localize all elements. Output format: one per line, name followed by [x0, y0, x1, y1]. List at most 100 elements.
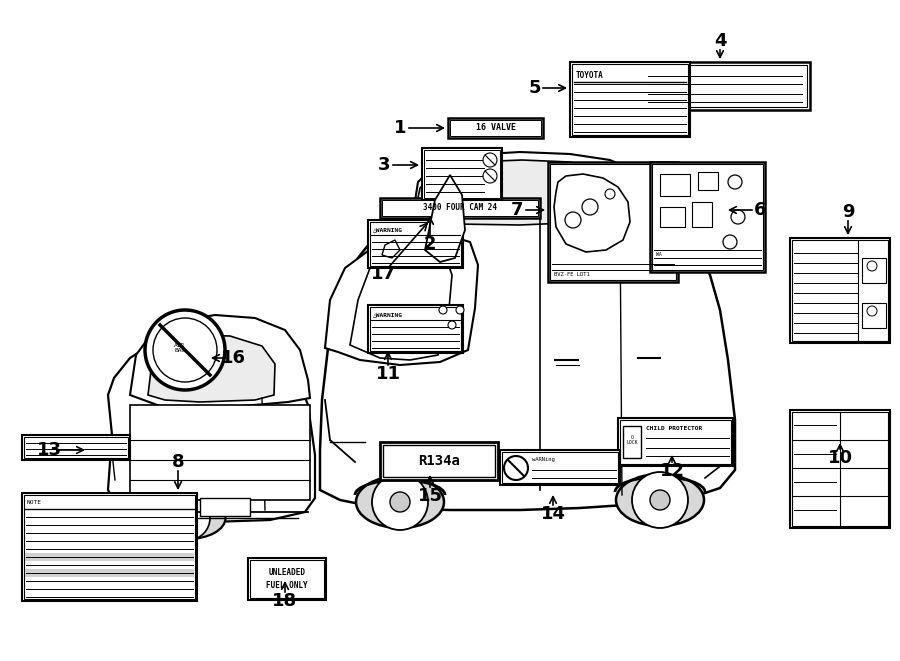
Bar — [25, 553, 194, 561]
Bar — [368, 220, 463, 268]
Text: wARNing: wARNing — [532, 457, 554, 463]
Text: 8: 8 — [172, 453, 184, 471]
Text: 15: 15 — [418, 486, 443, 504]
Bar — [370, 307, 461, 351]
Text: 9: 9 — [842, 204, 854, 221]
Bar — [698, 172, 718, 190]
Bar — [380, 198, 540, 218]
Bar — [250, 560, 324, 598]
Circle shape — [582, 199, 598, 215]
Text: 2: 2 — [424, 235, 436, 253]
Text: 13: 13 — [37, 441, 62, 459]
Bar — [650, 162, 765, 272]
Ellipse shape — [616, 474, 704, 526]
Text: 4: 4 — [714, 32, 726, 50]
Bar — [640, 62, 810, 110]
Circle shape — [153, 318, 217, 382]
Text: △WARNING: △WARNING — [373, 227, 403, 233]
Text: 14: 14 — [541, 504, 565, 523]
Circle shape — [867, 306, 877, 316]
Bar — [383, 445, 495, 477]
Text: BVZ-FE LDT1: BVZ-FE LDT1 — [554, 272, 590, 276]
Polygon shape — [108, 338, 315, 522]
Bar — [382, 200, 538, 216]
Circle shape — [390, 492, 410, 512]
Circle shape — [728, 175, 742, 189]
Bar — [24, 437, 128, 458]
Circle shape — [145, 310, 225, 390]
Circle shape — [723, 235, 737, 249]
Polygon shape — [382, 240, 400, 258]
Text: O
LOCK: O LOCK — [626, 434, 638, 446]
Circle shape — [456, 306, 464, 314]
Bar — [618, 418, 733, 466]
Text: 11: 11 — [375, 365, 401, 383]
Bar — [380, 442, 498, 480]
Text: TOYOTA: TOYOTA — [576, 71, 604, 81]
Bar — [623, 426, 641, 458]
Polygon shape — [350, 248, 452, 360]
Circle shape — [605, 189, 615, 199]
Bar — [130, 405, 310, 500]
Ellipse shape — [150, 497, 226, 539]
Polygon shape — [413, 160, 622, 225]
Text: 10: 10 — [827, 449, 852, 467]
Polygon shape — [862, 303, 886, 328]
Bar — [572, 64, 688, 135]
Bar — [660, 174, 690, 196]
Circle shape — [632, 472, 688, 528]
Bar — [790, 410, 890, 528]
Bar — [448, 118, 543, 138]
Text: 12: 12 — [660, 461, 685, 480]
Polygon shape — [412, 152, 650, 220]
Bar — [792, 412, 888, 526]
Bar — [500, 450, 620, 485]
Text: 3400 FOUR CAM 24: 3400 FOUR CAM 24 — [423, 204, 497, 212]
Polygon shape — [425, 175, 465, 262]
Circle shape — [504, 456, 528, 480]
Circle shape — [483, 169, 497, 183]
Circle shape — [565, 212, 581, 228]
Text: 3: 3 — [378, 156, 391, 174]
Text: 17: 17 — [371, 264, 396, 283]
Circle shape — [166, 496, 210, 540]
Text: NOTE: NOTE — [27, 500, 42, 506]
Bar — [200, 498, 250, 516]
Circle shape — [650, 490, 670, 510]
Bar — [450, 120, 541, 136]
Bar — [790, 238, 890, 343]
Bar — [620, 420, 731, 464]
Text: 16: 16 — [221, 349, 246, 367]
Polygon shape — [320, 215, 735, 510]
Circle shape — [372, 474, 428, 530]
Bar — [652, 164, 763, 270]
Text: R134a: R134a — [418, 454, 460, 468]
Bar — [502, 452, 618, 483]
Text: UNLEADED
FUEL ONLY: UNLEADED FUEL ONLY — [266, 568, 308, 590]
Bar — [422, 148, 502, 200]
Bar — [570, 62, 690, 137]
Text: 7: 7 — [511, 201, 524, 219]
Polygon shape — [554, 174, 630, 252]
Bar — [25, 569, 194, 577]
Text: 18: 18 — [273, 592, 298, 609]
Circle shape — [483, 153, 497, 167]
Circle shape — [731, 210, 745, 224]
Text: 1: 1 — [394, 119, 407, 137]
Text: 16 VALVE: 16 VALVE — [475, 124, 516, 132]
Bar — [548, 162, 678, 282]
Text: CHILD PROTECTOR: CHILD PROTECTOR — [646, 426, 702, 430]
Bar — [692, 202, 712, 227]
Polygon shape — [862, 258, 886, 283]
Polygon shape — [130, 315, 310, 408]
Text: WA: WA — [656, 251, 662, 256]
Text: △WARNING: △WARNING — [373, 313, 403, 317]
Polygon shape — [668, 192, 705, 224]
Bar — [643, 65, 807, 107]
Ellipse shape — [356, 476, 444, 528]
Polygon shape — [148, 335, 275, 402]
Bar — [24, 495, 195, 599]
Polygon shape — [628, 188, 665, 225]
Text: 6: 6 — [754, 201, 767, 219]
Text: AIR
BAG: AIR BAG — [175, 342, 185, 354]
